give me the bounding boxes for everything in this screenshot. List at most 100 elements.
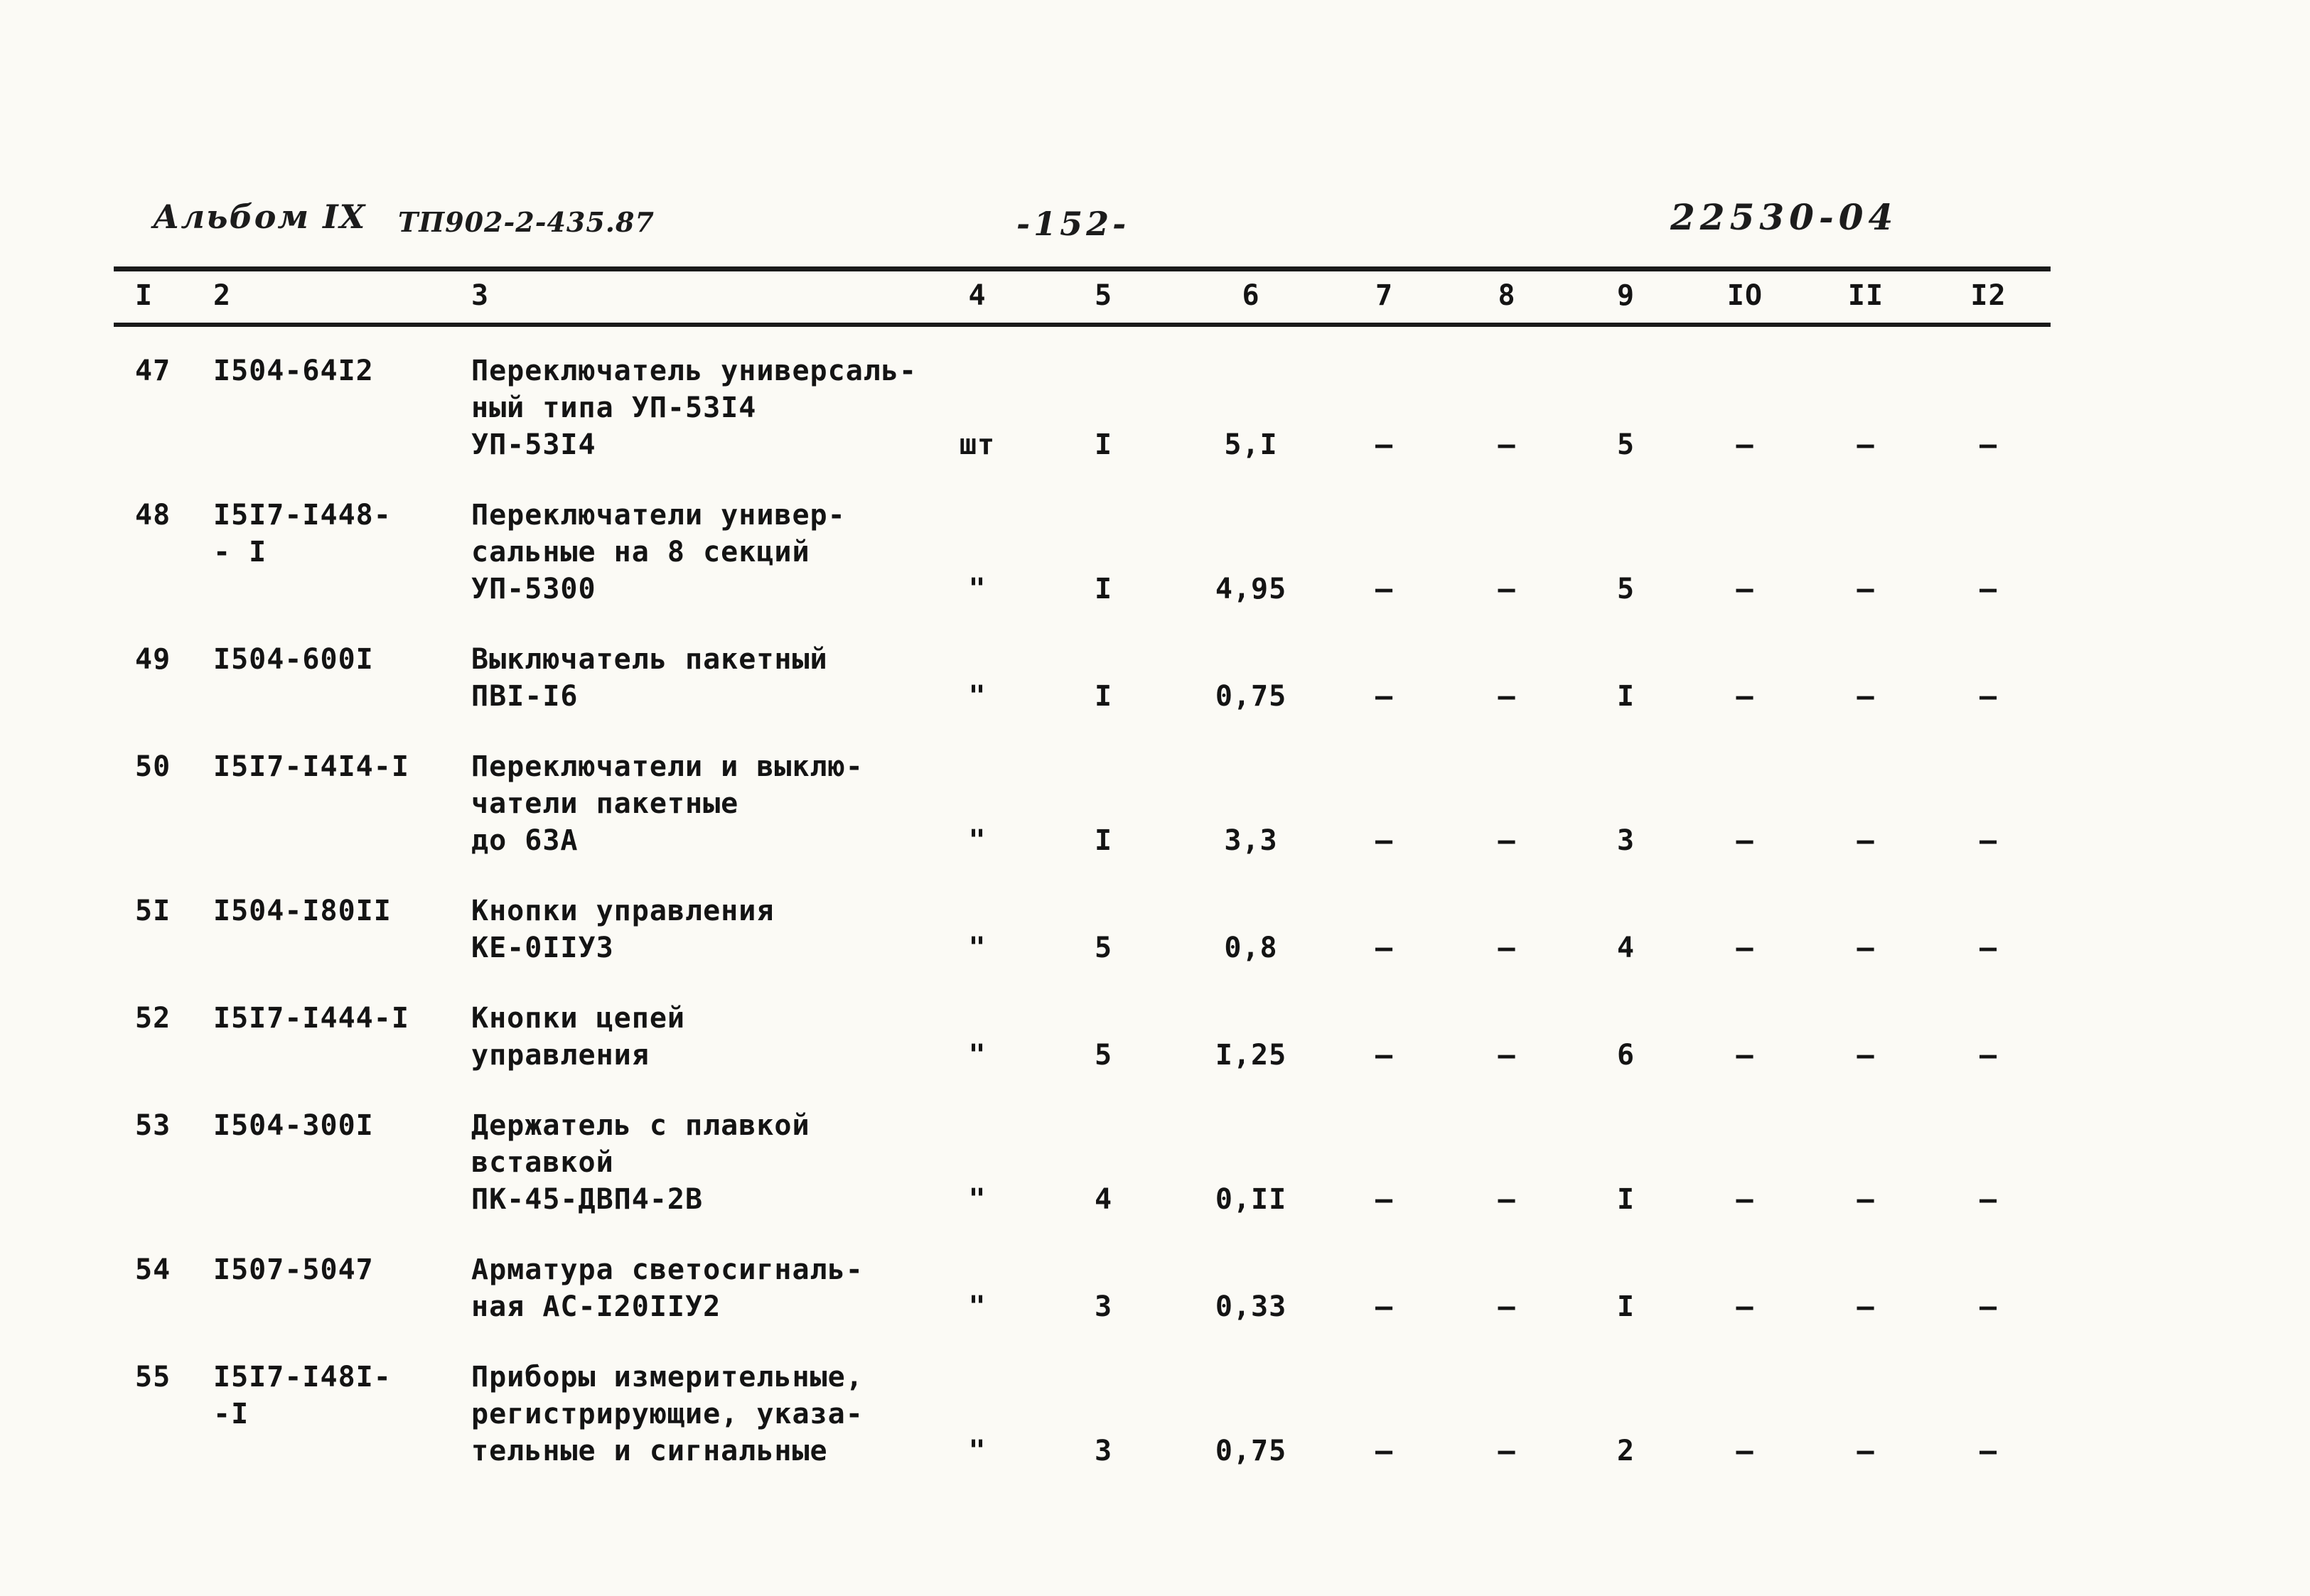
value-cell: —	[1375, 680, 1394, 713]
value-cell: 5	[1094, 1039, 1113, 1072]
column-header: 3	[471, 279, 490, 312]
column-header: 9	[1616, 279, 1635, 312]
name-cell: Держатель с плавкой вставкой ПК-45-ДВП4-2В	[451, 1106, 928, 1251]
value-cell: —	[1857, 680, 1875, 713]
name-cell: Переключатель универсаль-ный типа УП-53I…	[451, 325, 928, 496]
value-cell: 5,I	[1224, 428, 1278, 461]
row-number-cell: 49	[135, 643, 171, 676]
value-cell: 4	[1094, 1183, 1113, 1216]
value-cell: —	[1498, 824, 1516, 857]
name-line: сальные на 8 секций	[471, 536, 810, 568]
value-cell: —	[1736, 1290, 1754, 1323]
table-row: 53 I504-300I Держатель с плавкой вставкой ПК…	[114, 1106, 2051, 1251]
name-line: Арматура светосигналь-	[471, 1253, 864, 1286]
value-cell: —	[1979, 1039, 1998, 1072]
row-number-cell: 50	[135, 750, 171, 783]
table-row: 49 I504-600I Выключатель пакетный ПВI-I6 " I 0…	[114, 640, 2051, 748]
value-cell: —	[1857, 932, 1875, 964]
name-line: вставкой	[471, 1146, 614, 1179]
value-cell: —	[1736, 824, 1754, 857]
name-line: до 63А	[471, 824, 579, 857]
name-cell: Кнопки цепей управления	[451, 999, 928, 1106]
value-cell: —	[1979, 1290, 1998, 1323]
value-cell: —	[1498, 1039, 1516, 1072]
column-header: IO	[1726, 279, 1763, 312]
name-line: тельные и сигнальные	[471, 1435, 828, 1467]
name-line: КЕ-0IIУ3	[471, 932, 614, 964]
value-cell: —	[1857, 1290, 1875, 1323]
value-cell: —	[1857, 573, 1875, 605]
table-row: 50 I5I7-I4I4-I Переключатели и выклю-чател…	[114, 748, 2051, 892]
spec-table-body: 47 I504-64I2 Переключатель универсаль-ный …	[114, 325, 2051, 1502]
row-number-cell: 52	[135, 1002, 171, 1035]
value-cell: 4,95	[1215, 573, 1287, 605]
name-line: ная АС-I20IIУ2	[471, 1290, 721, 1323]
value-cell: 3	[1094, 1290, 1113, 1323]
value-cell: —	[1498, 428, 1516, 461]
name-line: ПК-45-ДВП4-2В	[471, 1183, 704, 1216]
code-line: -I	[213, 1398, 249, 1430]
spec-table: I 2 3 4 5 6 7 8 9 IO II I2 47 I504-64I2 Переключатель…	[114, 266, 2051, 1502]
value-cell: 2	[1616, 1435, 1635, 1467]
value-cell: —	[1736, 428, 1754, 461]
value-cell: I	[1094, 428, 1113, 461]
value-cell: —	[1375, 1039, 1394, 1072]
value-cell: —	[1375, 1435, 1394, 1467]
column-header: I2	[1970, 279, 2007, 312]
name-line: Держатель с плавкой	[471, 1109, 810, 1142]
name-line: ный типа УП-53I4	[471, 392, 757, 424]
code-line: I507-5047	[213, 1253, 374, 1286]
name-line: Кнопки управления	[471, 895, 775, 927]
value-cell: —	[1736, 680, 1754, 713]
code-line: I504-600I	[213, 643, 374, 676]
code-cell: I5I7-I4I4-I	[195, 748, 451, 892]
value-cell: —	[1979, 428, 1998, 461]
unit-cell: "	[968, 1039, 987, 1072]
name-line: Переключатель универсаль-	[471, 355, 918, 387]
value-cell: —	[1736, 1435, 1754, 1467]
value-cell: 0,8	[1224, 932, 1278, 964]
code-cell: I5I7-I448- - I	[195, 496, 451, 640]
project-code: ТП902-2-435.87	[398, 206, 655, 238]
row-number-cell: 55	[135, 1361, 171, 1393]
value-cell: —	[1498, 1435, 1516, 1467]
row-number-cell: 5I	[135, 895, 171, 927]
value-cell: —	[1979, 932, 1998, 964]
value-cell: —	[1498, 1183, 1516, 1216]
value-cell: I,25	[1215, 1039, 1287, 1072]
value-cell: —	[1498, 1290, 1516, 1323]
value-cell: 5	[1094, 932, 1113, 964]
value-cell: —	[1498, 573, 1516, 605]
table-row: 52 I5I7-I444-I Кнопки цепей управления " 5 I,2…	[114, 999, 2051, 1106]
value-cell: —	[1979, 1183, 1998, 1216]
code-line: I504-300I	[213, 1109, 374, 1142]
code-line: I504-I80II	[213, 895, 392, 927]
code-cell: I507-5047	[195, 1251, 451, 1358]
value-cell: —	[1857, 428, 1875, 461]
name-line: регистрирующие, указа-	[471, 1398, 864, 1430]
name-cell: Кнопки управления КЕ-0IIУ3	[451, 892, 928, 999]
value-cell: 5	[1616, 573, 1635, 605]
value-cell: —	[1979, 680, 1998, 713]
album-label: Альбом IX	[153, 198, 367, 236]
value-cell: I	[1616, 1290, 1635, 1323]
column-header: 2	[213, 279, 232, 312]
value-cell: I	[1616, 1183, 1635, 1216]
name-line: ПВI-I6	[471, 680, 579, 713]
column-header: 7	[1375, 279, 1394, 312]
value-cell: —	[1375, 573, 1394, 605]
row-number-cell: 47	[135, 355, 171, 387]
doc-code: 22530-04	[1670, 196, 1898, 238]
name-line: управления	[471, 1039, 650, 1072]
value-cell: —	[1857, 824, 1875, 857]
name-cell: Приборы измерительные, регистрирующие, ук…	[451, 1358, 928, 1502]
code-line: I5I7-I444-I	[213, 1002, 409, 1035]
value-cell: —	[1375, 824, 1394, 857]
value-cell: —	[1979, 573, 1998, 605]
name-line: Кнопки цепей	[471, 1002, 685, 1035]
code-line: - I	[213, 536, 267, 568]
unit-cell: "	[968, 1290, 987, 1323]
name-line: Переключатели и выклю-	[471, 750, 864, 783]
code-cell: I504-300I	[195, 1106, 451, 1251]
unit-cell: "	[968, 824, 987, 857]
